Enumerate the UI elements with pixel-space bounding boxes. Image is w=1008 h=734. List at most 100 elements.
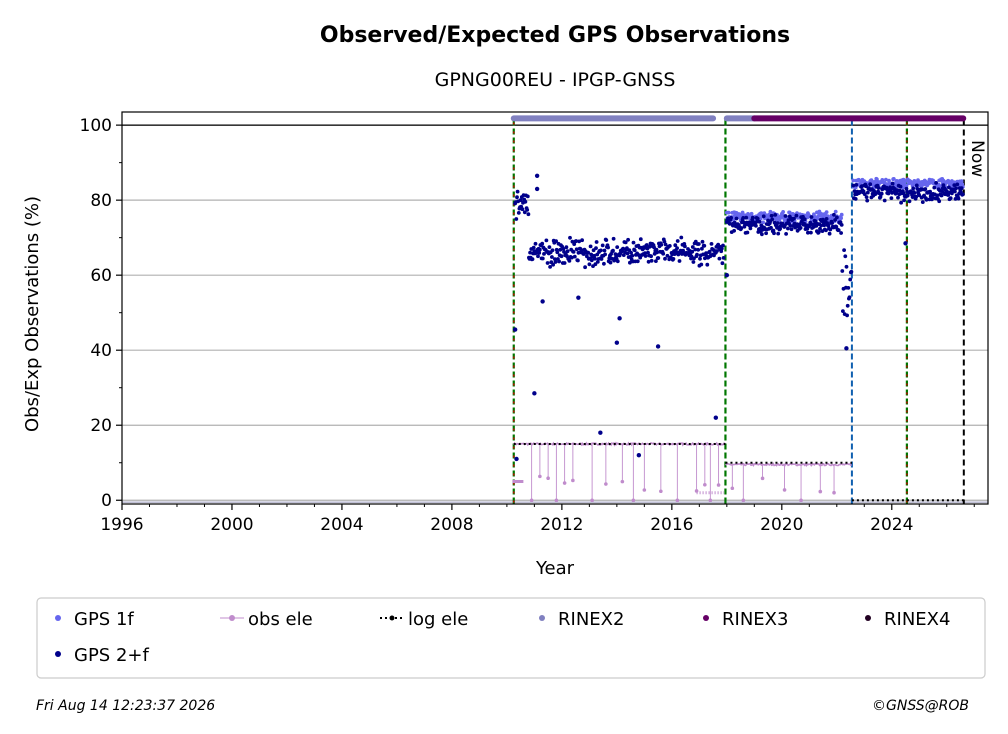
gps1f-point	[781, 210, 785, 214]
gps2f-outlier	[724, 272, 730, 278]
gps2f-point	[608, 260, 613, 265]
gps1f-point	[887, 178, 891, 183]
gps2f-point	[621, 246, 626, 251]
gps2f-outlier	[903, 241, 908, 246]
gps2f-point	[775, 221, 780, 226]
gps2f-point	[824, 228, 828, 233]
gps2f-point	[851, 183, 856, 188]
gps2f-point	[939, 193, 944, 198]
gps1f-point	[824, 210, 829, 215]
gps2f-point	[526, 212, 531, 217]
gps2f-point	[562, 261, 567, 265]
gps2f-point	[544, 238, 549, 243]
gps2f-point	[783, 214, 788, 218]
gps2f-point	[959, 186, 964, 191]
gps2f-point	[821, 217, 825, 222]
gps2f-point	[595, 260, 600, 264]
obs-ele-point	[703, 482, 707, 487]
gps2f-point	[558, 247, 563, 252]
gps2f-point	[705, 262, 710, 267]
gps2f-point	[567, 259, 572, 263]
gps2f-point	[764, 231, 768, 236]
gps2f-point	[734, 216, 739, 221]
legend: GPS 1f obs ele log ele RINEX2 RINEX3 RINEX4 GP…	[55, 609, 950, 666]
gps2f-outlier	[514, 456, 519, 462]
gps2f-point	[520, 207, 525, 212]
y-axis-label: Obs/Exp Observations (%)	[22, 196, 43, 432]
gps2f-point	[632, 248, 637, 253]
gps2f-point	[646, 259, 651, 264]
legend-label: GPS 2+f	[74, 645, 149, 666]
obs-ele-point	[571, 478, 575, 483]
gps2f-outlier	[532, 391, 537, 396]
gps2f-point	[580, 238, 584, 243]
gps2f-point	[847, 295, 852, 300]
gps2f-point	[852, 189, 857, 194]
gps2f-point	[692, 256, 696, 261]
chart-subtitle: GPNG00REU - IPGP-GNSS	[435, 69, 676, 91]
gps2f-point	[574, 247, 579, 252]
legend-label: RINEX4	[884, 609, 950, 630]
legend-item-rinex2: RINEX2	[539, 609, 624, 630]
gps2f-point	[613, 252, 618, 256]
gps2f-point	[675, 239, 680, 243]
gps2f-point	[671, 257, 676, 261]
gps2f-point	[542, 252, 546, 256]
obs-ele-point	[675, 498, 680, 503]
gps2f-point	[569, 255, 574, 260]
gps2f-point	[518, 198, 523, 203]
gps2f-point	[846, 286, 851, 290]
y-tick-label: 0	[101, 491, 112, 511]
gps2f-point	[935, 193, 940, 198]
gps2f-point	[630, 253, 635, 258]
gps1f-point	[884, 177, 888, 182]
gps2f-point	[904, 186, 909, 191]
gps2f-point	[528, 250, 532, 255]
gps2f-point	[907, 199, 912, 204]
gps1f-point	[959, 179, 964, 184]
gps2f-point	[716, 242, 721, 247]
gps1f-point	[904, 183, 909, 188]
gps2f-point	[553, 257, 557, 261]
gps2f-point	[522, 210, 527, 215]
gps2f-point	[646, 250, 650, 255]
gps2f-point	[631, 240, 636, 245]
gps2f-point	[889, 196, 894, 201]
gps2f-point	[914, 183, 919, 188]
gps2f-point	[902, 198, 906, 203]
gps2f-point	[523, 199, 528, 204]
gps2f-outlier	[713, 415, 719, 420]
obs-ele-point	[741, 498, 746, 503]
x-tick-label: 2000	[210, 515, 253, 535]
gps2f-point	[845, 303, 850, 308]
gps2f-point	[571, 250, 576, 254]
gps2f-point	[559, 254, 564, 259]
gps2f-point	[592, 256, 597, 261]
gps2f-point	[879, 191, 884, 196]
gps2f-point	[557, 259, 561, 264]
gps2f-point	[681, 248, 685, 253]
gps2f-point	[655, 250, 659, 255]
gps2f-point	[945, 189, 949, 194]
gps1f-point	[758, 216, 763, 221]
gps1f-point	[833, 209, 838, 214]
gps2f-point	[937, 199, 942, 204]
gps2f-point	[547, 245, 552, 250]
legend-item-gps-2-f: GPS 2+f	[55, 645, 149, 666]
gps2f-outlier	[636, 453, 642, 458]
gps2f-point	[948, 196, 953, 201]
gps2f-point	[594, 246, 598, 251]
gps2f-outlier	[617, 316, 622, 321]
gps2f-point	[809, 230, 813, 235]
gps2f-point	[845, 313, 849, 318]
gps2f-point	[772, 231, 776, 236]
gps2f-point	[679, 235, 684, 240]
legend-marker	[389, 615, 395, 621]
gps2f-point	[890, 181, 895, 186]
gps2f-point	[835, 215, 839, 220]
gps1f-point	[856, 177, 861, 182]
gps2f-point	[615, 245, 620, 250]
gps2f-point	[757, 219, 762, 224]
gps2f-point	[515, 195, 519, 200]
gps2f-point	[873, 191, 878, 196]
